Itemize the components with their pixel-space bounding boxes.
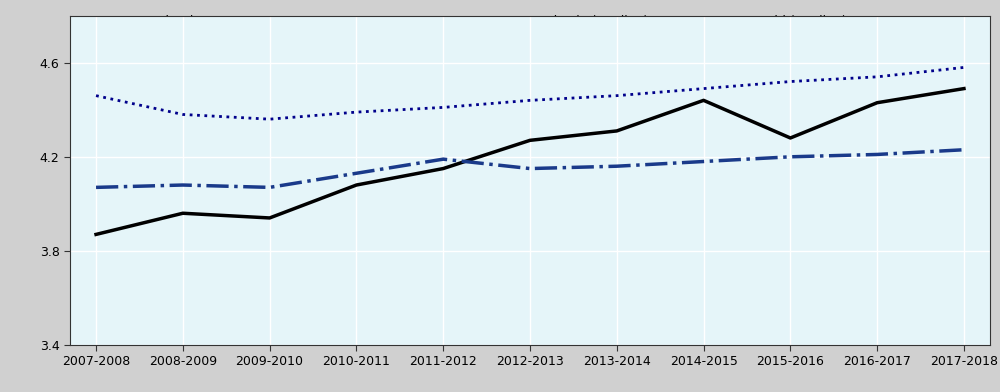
Text: World (median): World (median) <box>750 15 847 28</box>
Text: Bulgaria: Bulgaria <box>150 15 202 28</box>
Text: Europe & Central Asia (median): Europe & Central Asia (median) <box>450 15 648 28</box>
